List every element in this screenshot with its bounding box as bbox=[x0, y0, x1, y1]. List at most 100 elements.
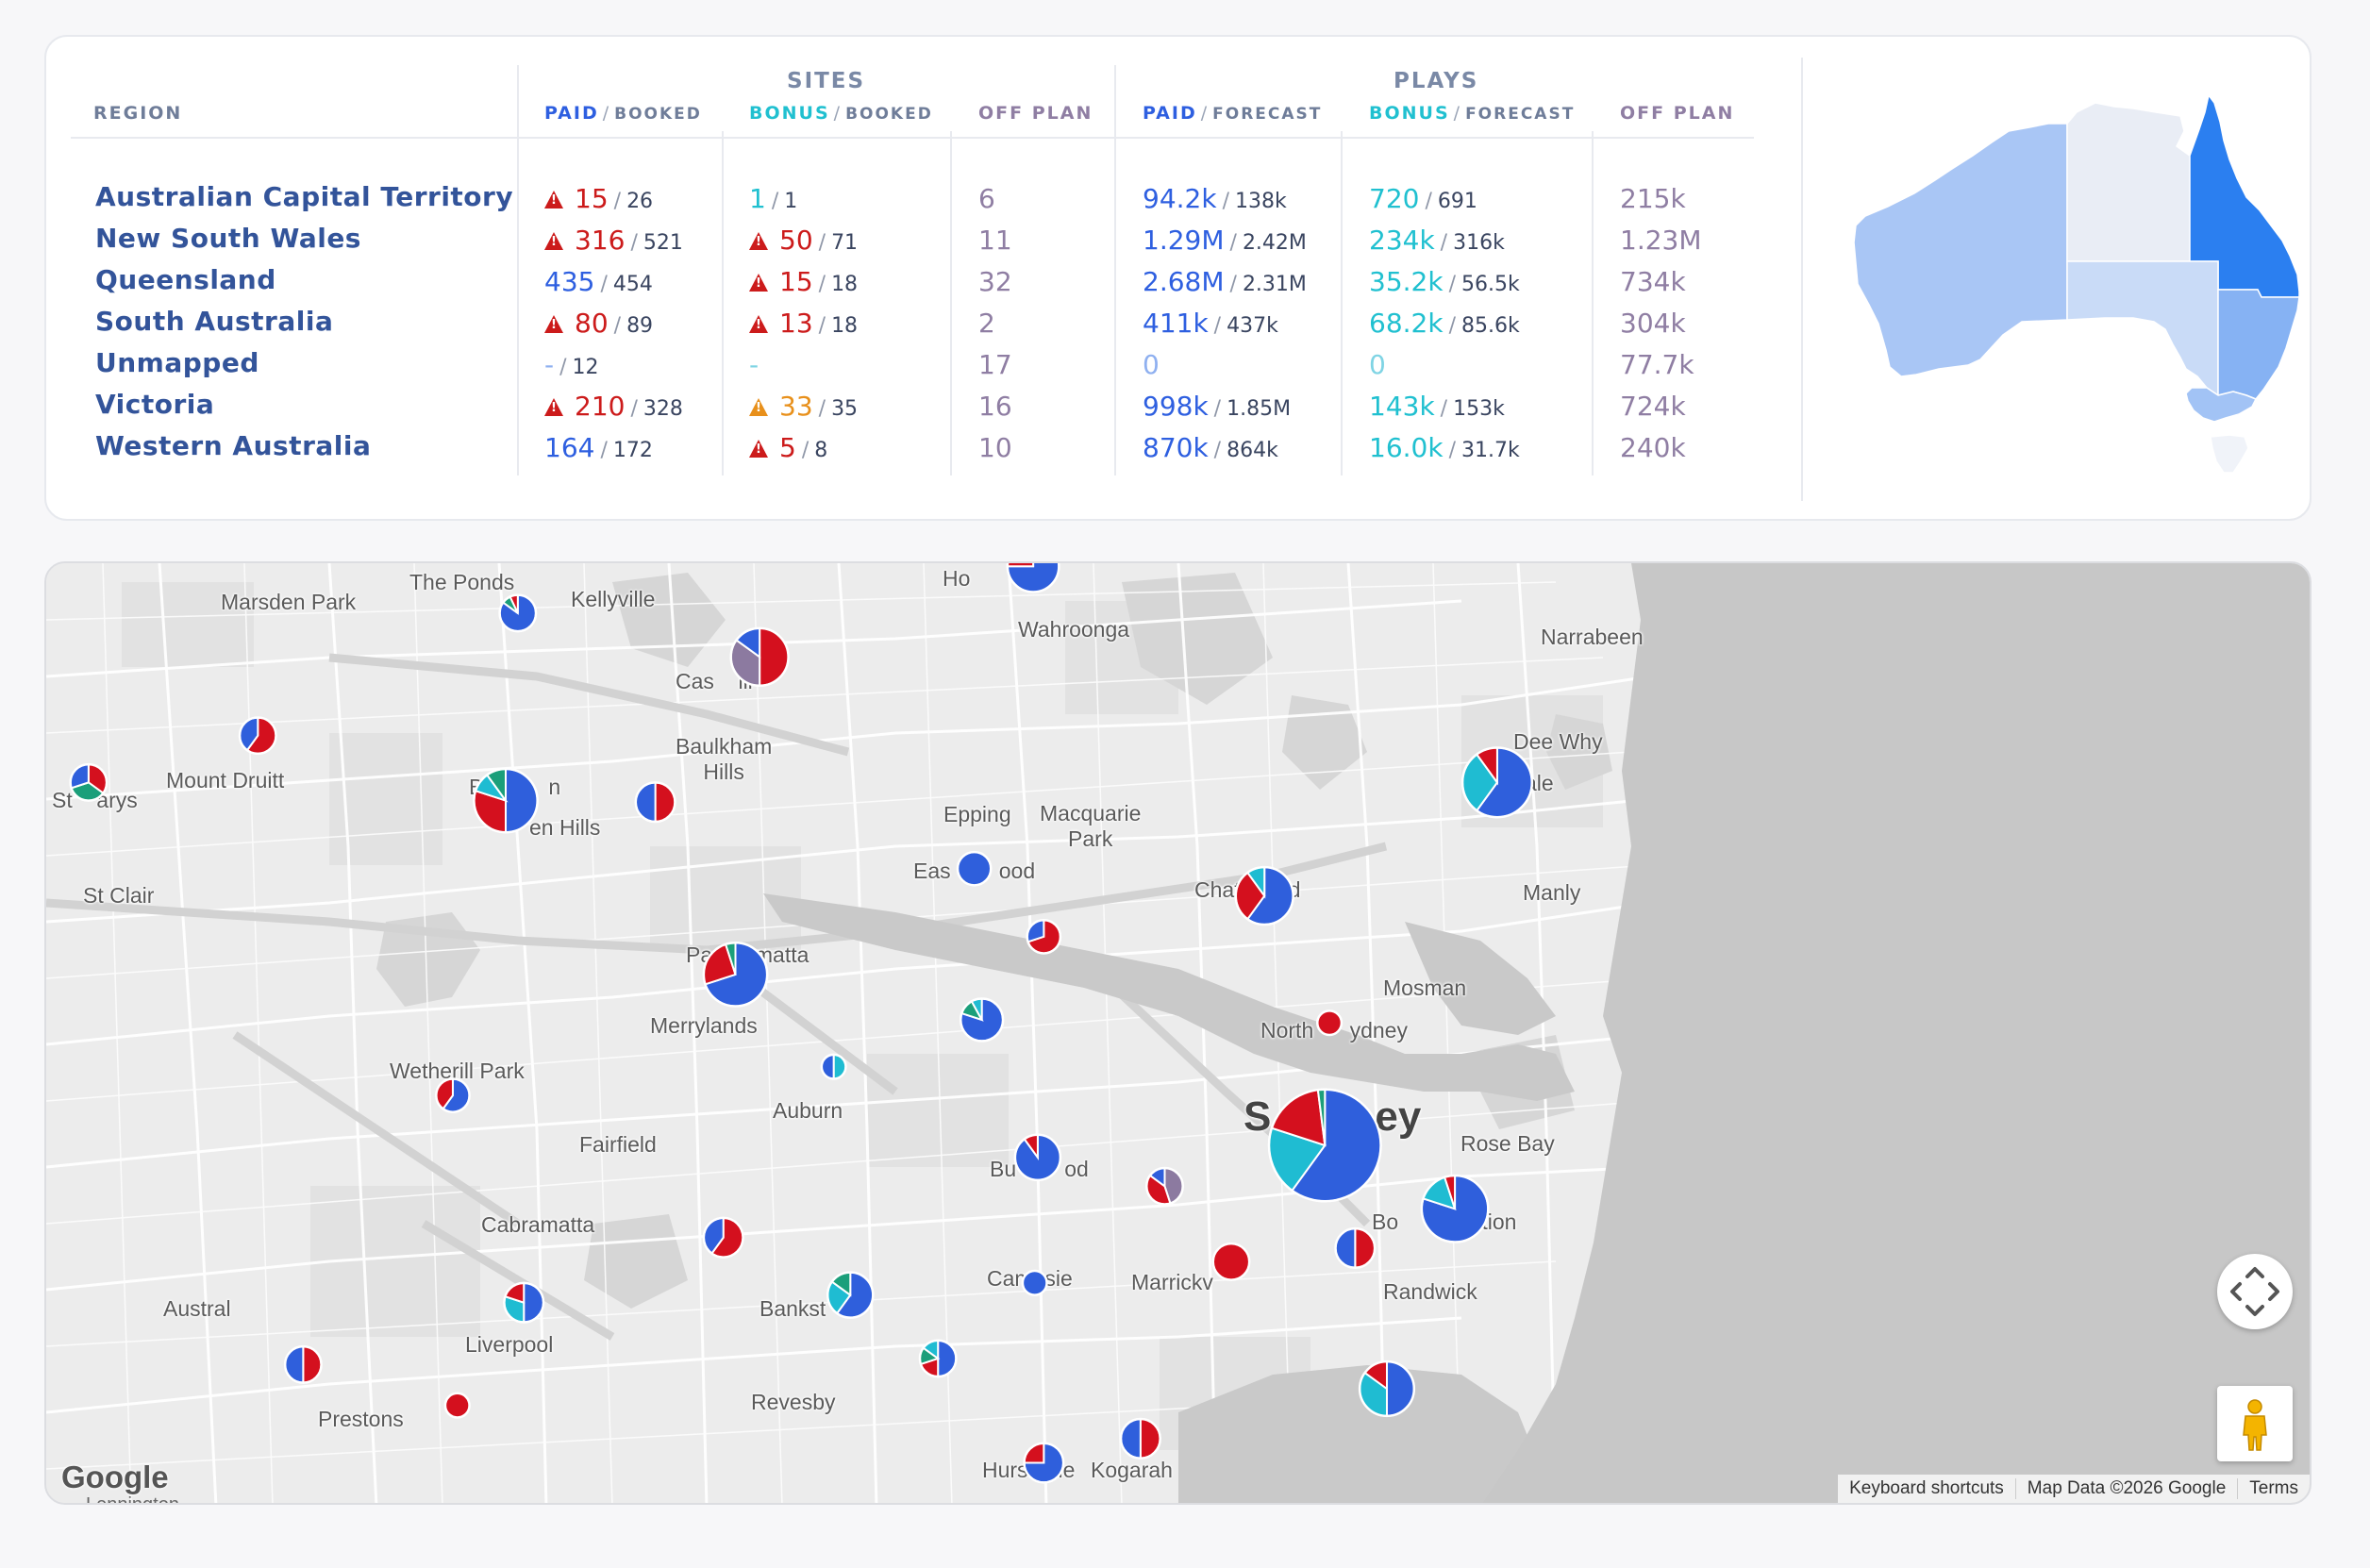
map-label-manly: Manly bbox=[1523, 880, 1581, 905]
region-name[interactable]: Unmapped bbox=[95, 347, 259, 378]
site-pie-marker[interactable] bbox=[69, 762, 108, 802]
site-pie-marker[interactable] bbox=[498, 593, 538, 633]
pie-slice bbox=[302, 1345, 323, 1384]
state-vic[interactable] bbox=[2185, 387, 2258, 423]
keyboard-shortcuts-link[interactable]: Keyboard shortcuts bbox=[1849, 1478, 2004, 1498]
google-logo: Google bbox=[61, 1460, 169, 1494]
table-row[interactable]: New South Wales 316/521 50/71 11 1.29M/2.42M… bbox=[46, 223, 1811, 265]
map-label-sydney: S ey bbox=[1243, 1093, 1422, 1140]
site-pie-marker[interactable] bbox=[820, 1053, 847, 1080]
map-label-merrylands: Merrylands bbox=[650, 1013, 758, 1038]
region-name[interactable]: South Australia bbox=[95, 306, 334, 337]
pie-slice bbox=[1211, 1242, 1251, 1281]
site-pie-marker[interactable] bbox=[473, 767, 539, 834]
move-arrows-icon bbox=[2230, 1267, 2279, 1316]
state-sa[interactable] bbox=[2066, 260, 2219, 397]
site-pie-marker[interactable] bbox=[1420, 1174, 1490, 1243]
site-pie-marker[interactable] bbox=[702, 1216, 744, 1259]
site-pie-marker[interactable] bbox=[956, 850, 993, 887]
region-name[interactable]: Western Australia bbox=[95, 430, 372, 461]
table-row[interactable]: Queensland 435/454 15/18 32 2.68M/2.31M 35.2k… bbox=[46, 264, 1811, 307]
table-row[interactable]: Australian Capital Territory 15/26 1/1 6 94.… bbox=[46, 181, 1811, 224]
site-pie-marker[interactable] bbox=[1013, 1133, 1062, 1182]
plays-paid-cell: 411k/437k bbox=[1143, 308, 1278, 339]
plays-paid-column-header[interactable]: PAID / FORECAST bbox=[1143, 103, 1323, 124]
pie-outline bbox=[503, 1281, 545, 1324]
site-pie-marker[interactable] bbox=[1334, 1226, 1377, 1270]
map-label-seven-hills: en Hills bbox=[529, 815, 601, 840]
region-name[interactable]: Victoria bbox=[95, 389, 215, 420]
plays-group-header: PLAYS bbox=[1394, 69, 1479, 93]
map-label-randwick: Randwick bbox=[1383, 1279, 1477, 1304]
sites-paid-cell: 210/328 bbox=[544, 391, 683, 422]
pie-outline bbox=[1234, 865, 1294, 926]
site-pie-marker[interactable] bbox=[1316, 1009, 1344, 1037]
sites-off-plan-column-header[interactable]: OFF PLAN bbox=[978, 103, 1093, 124]
sites-off-plan-cell: 16 bbox=[978, 391, 1012, 422]
map-label-eastwood: Eas ood bbox=[913, 859, 1036, 883]
site-pie-marker[interactable] bbox=[443, 1392, 471, 1419]
australia-choropleth[interactable] bbox=[1803, 37, 2312, 523]
site-pie-marker[interactable] bbox=[1145, 1166, 1184, 1206]
plays-bonus-cell: 234k/316k bbox=[1369, 225, 1505, 256]
plays-off-plan-cell: 734k bbox=[1620, 266, 1686, 297]
site-pie-marker[interactable] bbox=[1026, 918, 1062, 955]
site-pie-marker[interactable] bbox=[1021, 1269, 1048, 1296]
state-wa[interactable] bbox=[1853, 123, 2068, 377]
site-pie-markers[interactable] bbox=[46, 563, 2312, 1505]
pie-outline bbox=[1267, 1088, 1382, 1203]
site-pie-marker[interactable] bbox=[1006, 563, 1060, 593]
site-pie-marker[interactable] bbox=[826, 1271, 875, 1319]
state-nt[interactable] bbox=[2066, 102, 2191, 262]
map-label-the-ponds: The Ponds bbox=[409, 570, 515, 594]
site-pie-marker[interactable] bbox=[435, 1077, 471, 1113]
site-pie-marker[interactable] bbox=[1211, 1242, 1251, 1281]
plays-off-plan-column-header[interactable]: OFF PLAN bbox=[1620, 103, 1735, 124]
region-name[interactable]: New South Wales bbox=[95, 223, 361, 254]
region-name[interactable]: Queensland bbox=[95, 264, 276, 295]
table-row[interactable]: Unmapped -/12 - 17 0 0 77.7k bbox=[46, 347, 1811, 390]
sites-bonus-column-header[interactable]: BONUS / BOOKED bbox=[749, 103, 933, 124]
site-pie-marker[interactable] bbox=[1234, 865, 1294, 926]
pie-outline bbox=[238, 716, 277, 756]
table-row[interactable]: Victoria 210/328 33/35 16 998k/1.85M 143k/153… bbox=[46, 389, 1811, 431]
site-pie-marker[interactable] bbox=[1267, 1088, 1382, 1203]
map-label-wetherill-park: Wetherill Park bbox=[390, 1059, 525, 1083]
sites-off-plan-cell: 32 bbox=[978, 266, 1012, 297]
sydney-map[interactable]: Marsden Park The Ponds Kellyville Cas ill Ho… bbox=[44, 561, 2312, 1505]
pie-slice bbox=[1316, 1009, 1344, 1037]
site-pie-marker[interactable] bbox=[959, 997, 1005, 1043]
map-label-marsden-park: Marsden Park bbox=[221, 590, 357, 614]
pie-outline bbox=[702, 942, 769, 1008]
map-label-cut: Lennington bbox=[86, 1494, 179, 1505]
region-name[interactable]: Australian Capital Territory bbox=[95, 181, 514, 212]
site-pie-marker[interactable] bbox=[1460, 746, 1534, 819]
warning-icon bbox=[749, 398, 768, 416]
sites-paid-column-header[interactable]: PAID / BOOKED bbox=[544, 103, 702, 124]
pie-outline bbox=[1460, 746, 1534, 819]
site-pie-marker[interactable] bbox=[634, 781, 676, 824]
street-view-pegman-button[interactable] bbox=[2217, 1386, 2293, 1461]
site-pie-marker[interactable] bbox=[1119, 1417, 1161, 1460]
site-pie-marker[interactable] bbox=[283, 1344, 323, 1384]
region-column-header[interactable]: REGION bbox=[93, 103, 183, 124]
plays-bonus-column-header[interactable]: BONUS / FORECAST bbox=[1369, 103, 1576, 124]
state-nsw[interactable] bbox=[2217, 289, 2300, 400]
site-pie-marker[interactable] bbox=[1358, 1359, 1416, 1418]
warning-icon bbox=[544, 315, 563, 333]
sites-off-plan-cell: 11 bbox=[978, 225, 1012, 256]
table-row[interactable]: South Australia 80/89 13/18 2 411k/437k 68.2k… bbox=[46, 306, 1811, 348]
site-pie-marker[interactable] bbox=[238, 716, 277, 756]
site-pie-marker[interactable] bbox=[503, 1281, 545, 1324]
camera-control-button[interactable] bbox=[2217, 1254, 2293, 1329]
site-pie-marker[interactable] bbox=[918, 1339, 958, 1378]
state-tas[interactable] bbox=[2210, 434, 2249, 474]
sites-bonus-cell: 33/35 bbox=[749, 391, 858, 422]
pie-outline bbox=[1023, 1442, 1065, 1484]
site-pie-marker[interactable] bbox=[1023, 1442, 1065, 1484]
site-pie-marker[interactable] bbox=[702, 942, 769, 1008]
site-pie-marker[interactable] bbox=[729, 626, 790, 688]
terms-link[interactable]: Terms bbox=[2237, 1478, 2310, 1499]
region-summary-table: SITES PLAYS REGION PAID / BOOKED BONUS / BOO… bbox=[46, 37, 1811, 523]
table-row[interactable]: Western Australia 164/172 5/8 10 870k/864k 16… bbox=[46, 430, 1811, 473]
